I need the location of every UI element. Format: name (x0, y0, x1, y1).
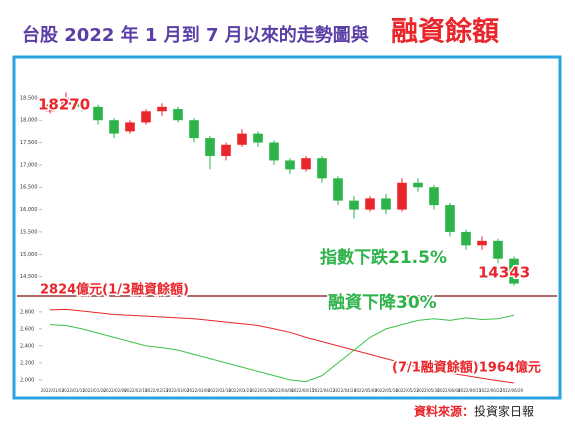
x-tick-label: 2022/05/16 (375, 388, 399, 393)
x-tick-label: 2022/03/09 (187, 388, 211, 393)
x-tick-label: 2022/06/08 (437, 388, 461, 393)
candle-body (429, 187, 439, 206)
x-tick-label: 2022/02/23 (145, 388, 169, 393)
x-tick-label: 2022/02/09 (104, 388, 128, 393)
candle-body (221, 144, 231, 156)
candle-body (141, 111, 151, 123)
y-tick-label: 16,000 (20, 207, 38, 213)
candle-body (173, 109, 183, 121)
line-series (49, 314, 515, 383)
y-tick-label: 15,500 (20, 229, 38, 235)
candle-body (45, 104, 55, 112)
candle-body (317, 158, 327, 179)
y-tick-label: 18,000 (20, 118, 38, 124)
candle-body (93, 106, 103, 121)
x-tick-label: 2022/05/23 (396, 388, 420, 393)
candle-body (397, 182, 407, 210)
x-tick-label: 2022/03/16 (208, 388, 232, 393)
source-label: 資料來源： (414, 404, 474, 419)
y-tick-label: 17,000 (20, 162, 38, 168)
x-tick-label: 2022/06/15 (458, 388, 482, 393)
x-tick-label: 2022/06/22 (479, 388, 503, 393)
x-tick-label: 2022/04/22 (312, 388, 336, 393)
y-tick-label: 17,500 (20, 140, 38, 146)
annotation: 指數下跌21.5% (320, 247, 447, 268)
x-tick-label: 2022/03/30 (250, 388, 274, 393)
x-tick-label: 2022/02/16 (124, 388, 148, 393)
candle-body (461, 231, 471, 246)
candle-body (301, 158, 311, 170)
x-tick-label: 2022/04/29 (333, 388, 357, 393)
x-tick-label: 2022/05/30 (417, 388, 441, 393)
x-tick-label: 2022/03/02 (166, 388, 190, 393)
x-tick-label: 2022/04/08 (270, 388, 294, 393)
candle-body (157, 106, 167, 112)
x-tick-label: 2022/04/15 (291, 388, 315, 393)
candle-body (77, 100, 87, 107)
y2-tick-label: 2,200 (20, 360, 34, 366)
x-tick-label: 2022/01/03 (41, 388, 65, 393)
annotation: 融資下降30% (328, 292, 437, 313)
candle-body (109, 120, 119, 134)
candle-body (285, 160, 295, 170)
candle-body (189, 120, 199, 139)
candle-body (509, 258, 519, 284)
candle-body (477, 240, 487, 246)
candle-body (125, 122, 135, 132)
annotation: 14343 (478, 264, 530, 282)
candle-body (205, 138, 215, 156)
source: 投資家日報 (474, 404, 534, 419)
candle-body (365, 198, 375, 210)
candle-body (61, 97, 71, 105)
y-tick-label: 16,500 (20, 185, 38, 191)
candle-body (333, 178, 343, 201)
y2-tick-label: 2,000 (20, 377, 34, 383)
y2-tick-label: 2,800 (20, 309, 34, 315)
candle-body (269, 142, 279, 161)
x-tick-label: 2022/06/29 (500, 388, 524, 393)
annotation: (7/1融資餘額)1964億元 (392, 360, 541, 376)
x-tick-label: 2022/05/09 (354, 388, 378, 393)
title-emphasis: 融資餘額 (391, 16, 499, 48)
line-series (49, 308, 515, 384)
y-tick-label: 18,500 (20, 95, 38, 101)
annotation: 18270 (38, 96, 90, 114)
candle-body (237, 133, 247, 145)
chart-frame (12, 55, 562, 400)
annotation: 2824億元(1/3融資餘額) (40, 282, 189, 298)
candle-body (445, 205, 455, 232)
candle-body (349, 200, 359, 210)
x-tick-label: 2022/01/20 (83, 388, 107, 393)
title: 台股 2022 年 1 月到 7 月以來的走勢圖與 (22, 24, 369, 46)
candle-body (253, 133, 263, 143)
candle-body (413, 182, 423, 188)
y-tick-label: 15,000 (20, 252, 38, 258)
x-tick-label: 2022/03/23 (229, 388, 253, 393)
y2-tick-label: 2,400 (20, 343, 34, 349)
candle-body (381, 198, 391, 210)
x-tick-label: 2022/01/11 (62, 388, 86, 393)
candle-body (493, 240, 503, 259)
y2-tick-label: 2,600 (20, 326, 34, 332)
y-tick-label: 14,500 (20, 274, 38, 280)
